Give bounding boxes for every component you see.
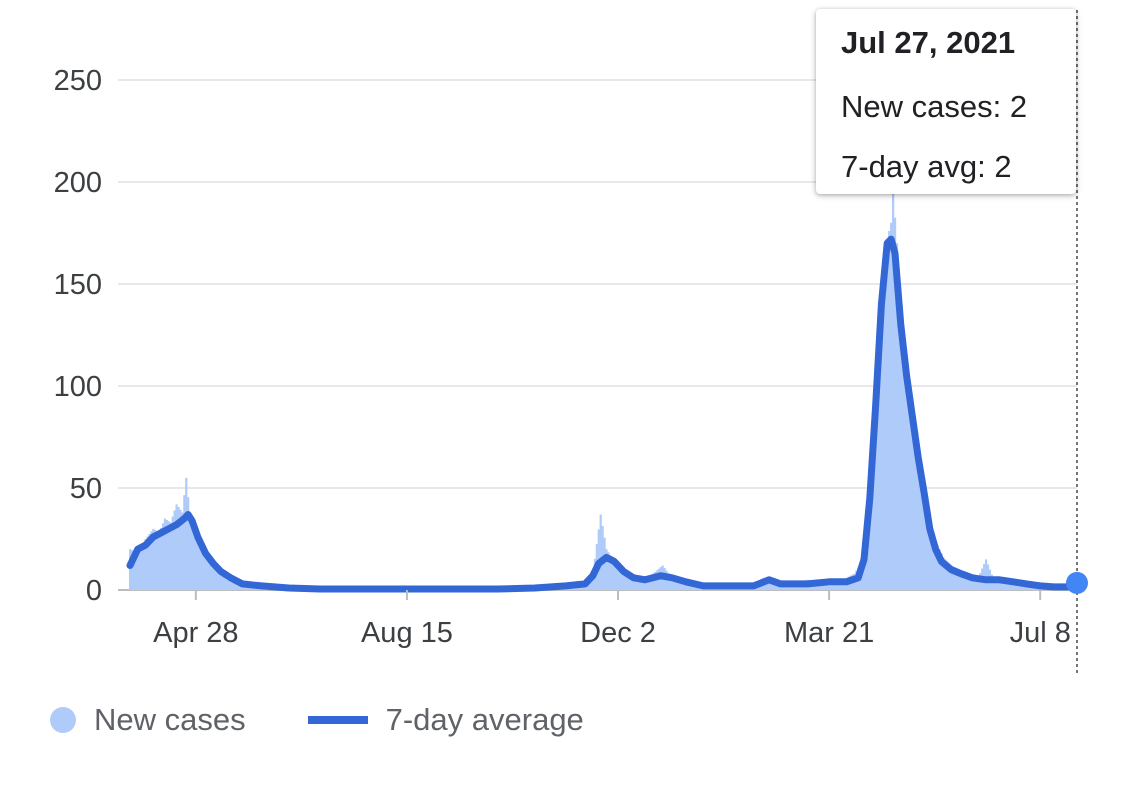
legend-7-day-average-label: 7-day average (385, 702, 584, 737)
y-tick-label: 200 (54, 167, 102, 199)
tooltip-new-cases: New cases: 2 (841, 89, 1028, 124)
x-tick-label: Apr 28 (153, 617, 238, 649)
legend-new-cases[interactable]: New cases (50, 702, 246, 738)
x-tick-label: Dec 2 (580, 617, 656, 649)
bar-area (130, 251, 1077, 590)
tooltip: Jul 27, 2021 New cases: 2 7-day avg: 2 (816, 9, 1076, 194)
axes: 0 50 100 150 200 250 Apr 28 Aug 15 Dec 2 Mar 21 Ju… (54, 65, 1071, 649)
hover-point[interactable] (1066, 571, 1088, 594)
seven-day-average-path (126, 235, 1081, 593)
new-cases-dot-icon (50, 707, 76, 733)
line-swatch-icon (307, 716, 368, 724)
y-tick-label: 100 (54, 371, 102, 403)
seven-day-average-line (126, 235, 1081, 593)
y-tick-label: 150 (54, 269, 102, 301)
chart: 0 50 100 150 200 250 Apr 28 Aug 15 Dec 2 Mar 21 Ju… (54, 10, 1088, 675)
legend: New cases 7-day average (50, 700, 584, 740)
x-tick-label: Aug 15 (361, 617, 453, 649)
x-tick-label: Jul 8 (1010, 617, 1071, 649)
tooltip-7-day-avg: 7-day avg: 2 (841, 149, 1012, 184)
x-tick-label: Mar 21 (784, 617, 874, 649)
legend-new-cases-label: New cases (94, 702, 246, 737)
new-cases-bars (129, 192, 1077, 591)
y-tick-label: 250 (54, 65, 102, 97)
y-tick-label: 0 (86, 575, 102, 607)
tooltip-date: Jul 27, 2021 (841, 25, 1016, 60)
y-tick-label: 50 (70, 473, 102, 505)
legend-7-day-average[interactable]: 7-day average (307, 702, 584, 738)
